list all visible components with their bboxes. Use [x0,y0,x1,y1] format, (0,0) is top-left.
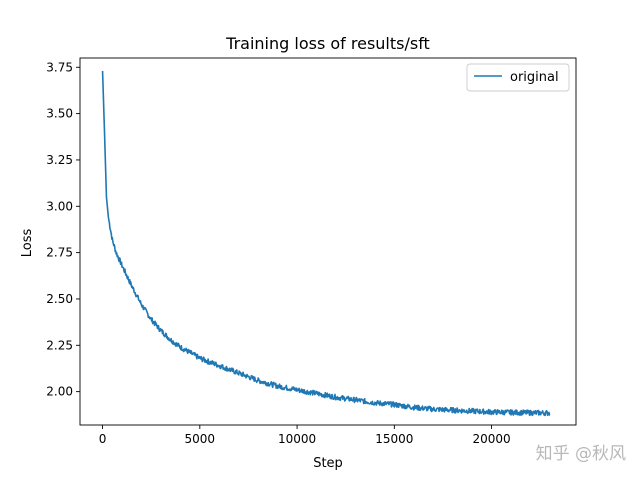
y-tick-label: 3.50 [46,107,73,121]
y-tick-label: 2.50 [46,292,73,306]
y-tick-label: 2.25 [46,338,73,352]
watermark-text: 知乎 @秋风 [535,444,626,464]
legend-label-original: original [510,70,559,85]
y-tick-label: 2.00 [46,385,73,399]
y-axis-label: Loss [20,229,35,258]
y-tick-label: 3.00 [46,199,73,213]
x-tick-label: 5000 [185,432,216,446]
y-axis: 2.00 2.25 2.50 2.75 3.00 3.25 3.50 3.75 [46,60,80,399]
x-axis-label: Step [313,456,343,471]
x-axis: 0 5000 10000 15000 20000 [99,425,511,446]
legend: original [466,63,570,92]
y-tick-label: 3.25 [46,153,73,167]
x-tick-label: 15000 [375,432,413,446]
x-tick-label: 10000 [278,432,316,446]
series-line-original [101,70,551,417]
chart-title: Training loss of results/sft [225,34,430,53]
y-tick-label: 3.75 [46,60,73,74]
legend-box [466,63,570,92]
plot-frame [79,57,577,426]
x-tick-label: 0 [99,432,107,446]
y-tick-label: 2.75 [46,246,73,260]
x-tick-label: 20000 [472,432,510,446]
